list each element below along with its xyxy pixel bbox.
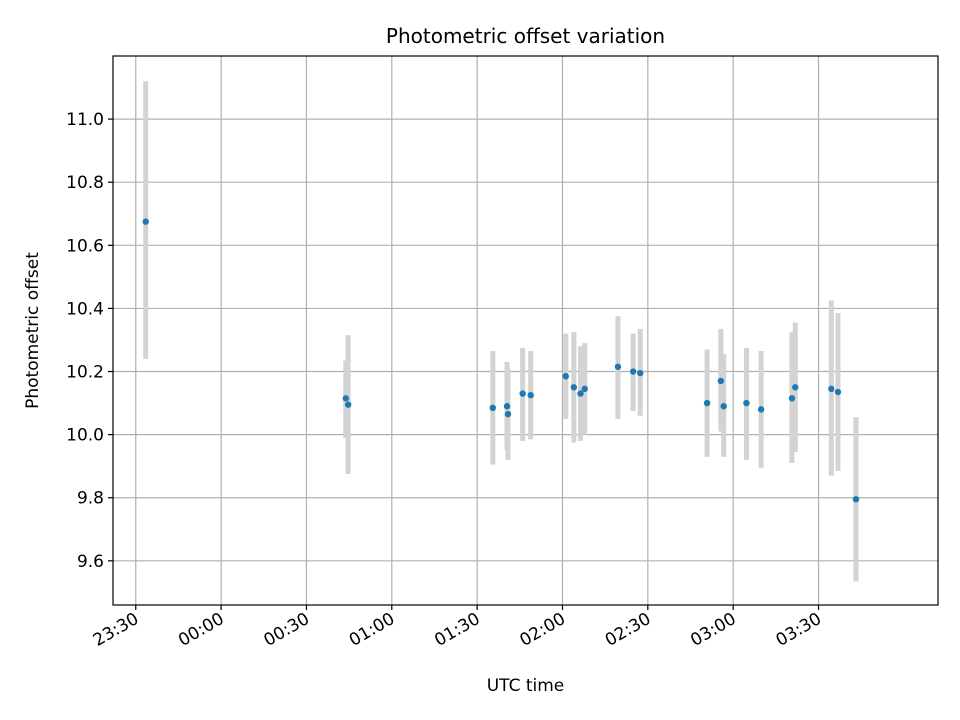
- data-point: [344, 401, 352, 408]
- y-tick-label: 9.8: [77, 489, 104, 509]
- y-tick-label: 9.6: [77, 552, 104, 572]
- y-tick-label: 10.0: [66, 426, 104, 446]
- y-axis-ticks: 9.6 9.8 10.0 10.2 10.4 10.6 10.8 11.0: [66, 110, 113, 572]
- data-point: [562, 373, 570, 380]
- data-point: [519, 390, 526, 397]
- data-point: [503, 403, 511, 410]
- data-point: [852, 496, 860, 503]
- data-point: [717, 377, 725, 385]
- data-point: [788, 395, 796, 402]
- data-point: [570, 384, 578, 391]
- plot-frame: [112, 55, 939, 606]
- data-point: [828, 385, 835, 393]
- y-tick-label: 10.2: [66, 363, 104, 383]
- data-point: [720, 403, 727, 410]
- y-axis-title: Photometric offset: [23, 252, 43, 409]
- data-point: [614, 363, 622, 370]
- data-point: [504, 410, 512, 418]
- y-tick-label: 10.6: [66, 236, 104, 256]
- y-tick-label: 10.4: [66, 299, 104, 319]
- data-point: [637, 369, 644, 377]
- data-point: [629, 368, 637, 375]
- data-point: [527, 391, 534, 399]
- data-point: [757, 406, 765, 413]
- data-point: [743, 399, 750, 407]
- y-tick-label: 11.0: [66, 110, 104, 130]
- data-point: [489, 404, 496, 412]
- chart-title: Photometric offset variation: [386, 24, 665, 48]
- data-point: [577, 390, 584, 397]
- data-point: [581, 385, 588, 393]
- y-tick-label: 10.8: [66, 173, 104, 193]
- data-point: [142, 218, 149, 225]
- data-point: [342, 395, 350, 402]
- data-point: [834, 388, 842, 396]
- x-axis-title: UTC time: [487, 676, 565, 696]
- data-point: [792, 384, 799, 391]
- grid: [113, 56, 938, 605]
- data-point: [703, 399, 711, 407]
- data-points: [142, 218, 860, 503]
